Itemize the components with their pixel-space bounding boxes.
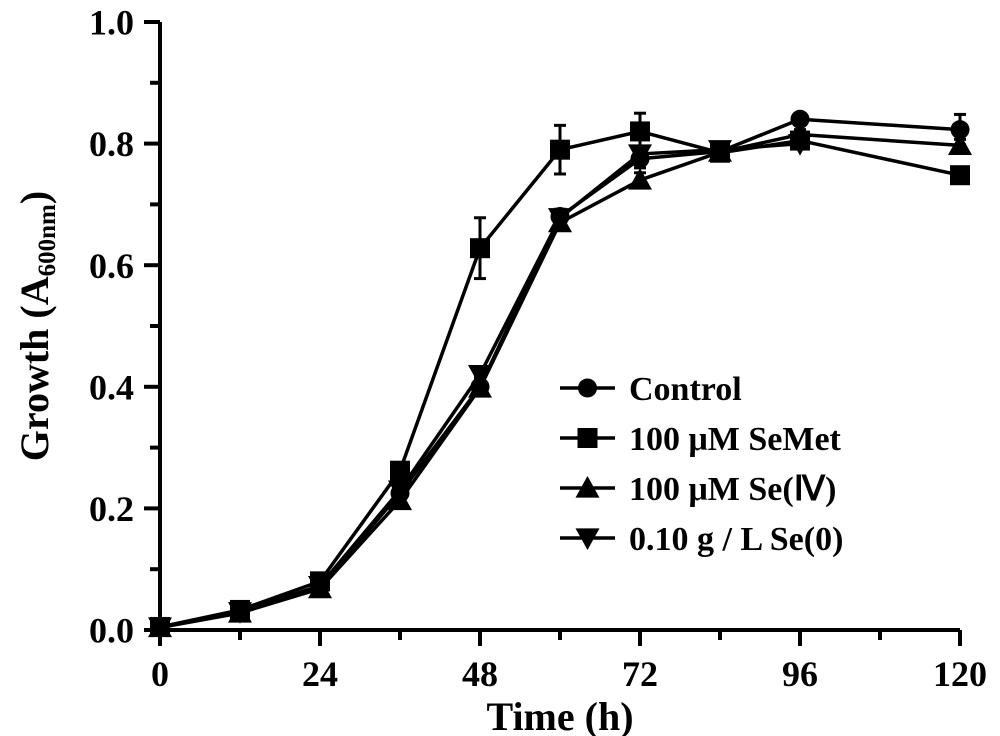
growth-chart: 0244872961200.00.20.40.60.81.0Time (h)Gr… <box>0 0 1000 736</box>
y-tick-label: 1.0 <box>89 3 134 43</box>
chart-svg: 0244872961200.00.20.40.60.81.0Time (h)Gr… <box>0 0 1000 736</box>
legend-label: Control <box>629 371 742 408</box>
y-tick-label: 0.0 <box>89 611 134 651</box>
y-tick-label: 0.8 <box>89 124 134 164</box>
x-tick-label: 120 <box>933 654 987 694</box>
x-tick-label: 24 <box>302 654 338 694</box>
x-tick-label: 72 <box>622 654 658 694</box>
legend-label: 100 μM SeMet <box>629 421 842 458</box>
x-tick-label: 96 <box>782 654 818 694</box>
legend-label: 100 μM Se(Ⅳ) <box>629 471 836 508</box>
y-tick-label: 0.4 <box>89 367 134 407</box>
y-tick-label: 0.6 <box>89 246 134 286</box>
x-axis-label: Time (h) <box>486 694 633 736</box>
y-tick-label: 0.2 <box>89 489 134 529</box>
x-tick-label: 0 <box>151 654 169 694</box>
legend-label: 0.10 g / L Se(0) <box>629 521 843 558</box>
x-tick-label: 48 <box>462 654 498 694</box>
